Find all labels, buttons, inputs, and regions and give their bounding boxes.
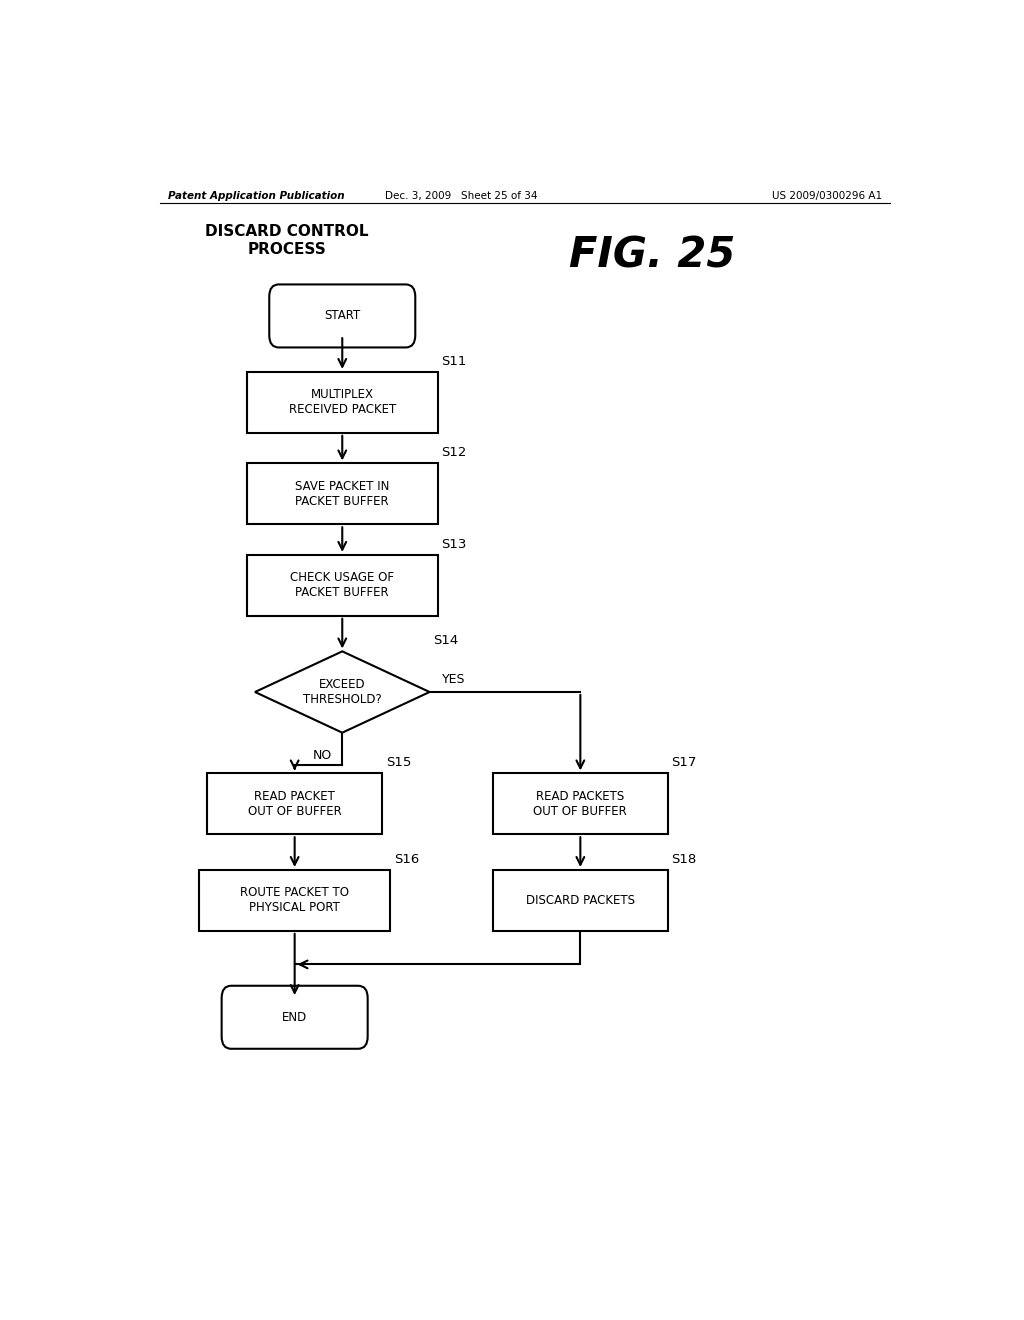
Text: NO: NO: [312, 748, 332, 762]
Text: END: END: [282, 1011, 307, 1024]
Polygon shape: [255, 651, 430, 733]
Text: Patent Application Publication: Patent Application Publication: [168, 191, 344, 201]
Text: START: START: [325, 309, 360, 322]
Text: S13: S13: [441, 537, 467, 550]
Bar: [494, 774, 668, 834]
Bar: [494, 870, 668, 931]
FancyBboxPatch shape: [269, 284, 416, 347]
Bar: [247, 554, 437, 616]
Bar: [247, 463, 437, 524]
Text: S12: S12: [441, 446, 467, 459]
Text: S11: S11: [441, 355, 467, 368]
Text: CHECK USAGE OF
PACKET BUFFER: CHECK USAGE OF PACKET BUFFER: [290, 572, 394, 599]
Bar: [200, 870, 390, 931]
Text: S15: S15: [386, 756, 412, 770]
Text: EXCEED
THRESHOLD?: EXCEED THRESHOLD?: [303, 678, 382, 706]
Text: DISCARD CONTROL
PROCESS: DISCARD CONTROL PROCESS: [205, 224, 369, 257]
Text: S18: S18: [672, 853, 697, 866]
Text: YES: YES: [441, 673, 465, 686]
Bar: [207, 774, 382, 834]
FancyBboxPatch shape: [221, 986, 368, 1049]
Text: READ PACKET
OUT OF BUFFER: READ PACKET OUT OF BUFFER: [248, 789, 342, 818]
Text: S17: S17: [672, 756, 697, 770]
Text: Dec. 3, 2009   Sheet 25 of 34: Dec. 3, 2009 Sheet 25 of 34: [385, 191, 538, 201]
Text: DISCARD PACKETS: DISCARD PACKETS: [526, 894, 635, 907]
Text: US 2009/0300296 A1: US 2009/0300296 A1: [772, 191, 882, 201]
Text: S16: S16: [394, 853, 419, 866]
Text: FIG. 25: FIG. 25: [568, 235, 735, 277]
Text: S14: S14: [433, 635, 459, 647]
Text: MULTIPLEX
RECEIVED PACKET: MULTIPLEX RECEIVED PACKET: [289, 388, 396, 416]
Bar: [247, 372, 437, 433]
Text: READ PACKETS
OUT OF BUFFER: READ PACKETS OUT OF BUFFER: [534, 789, 628, 818]
Text: ROUTE PACKET TO
PHYSICAL PORT: ROUTE PACKET TO PHYSICAL PORT: [241, 886, 349, 915]
Text: SAVE PACKET IN
PACKET BUFFER: SAVE PACKET IN PACKET BUFFER: [295, 479, 389, 508]
